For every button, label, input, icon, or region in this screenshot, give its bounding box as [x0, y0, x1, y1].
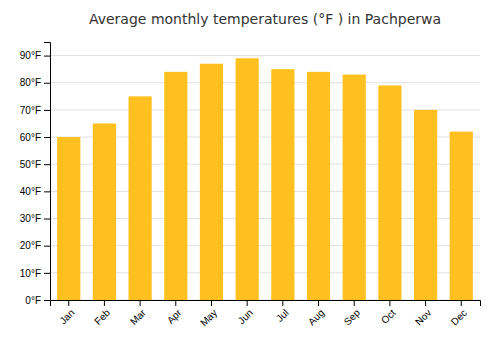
y-axis: 0°F 10°F 20°F 30°F 40°F 50°F 60°F 70°F 80°F 90°F: [20, 43, 51, 306]
tick-mark: [425, 300, 426, 306]
tick-mark: [44, 246, 50, 247]
y-tick: 40°F: [20, 186, 50, 197]
bars: [57, 58, 473, 300]
tick-label: Oct: [379, 307, 398, 326]
tick-label: Dec: [449, 307, 469, 327]
tick-label: 20°F: [20, 240, 41, 251]
tick-label: Mar: [128, 307, 148, 327]
x-tick: Aug: [306, 300, 326, 327]
tick-label: Aug: [306, 307, 326, 327]
tick-mark: [211, 300, 212, 306]
y-tick: 80°F: [20, 77, 50, 88]
tick-label: Feb: [92, 307, 112, 327]
x-tick: Sep: [342, 300, 363, 327]
axis-line: [44, 43, 51, 301]
tick-label: 50°F: [20, 159, 41, 170]
grid-line: [50, 82, 480, 83]
bar: [129, 96, 152, 300]
tick-mark: [44, 191, 50, 192]
grid: [50, 56, 480, 300]
x-tick: Apr: [165, 300, 184, 326]
x-tick: May: [198, 300, 219, 328]
tick-mark: [44, 83, 50, 84]
x-axis: Jan Feb Mar Apr May Jun Jul Aug Sep Oct Nov Dec: [51, 300, 481, 328]
y-tick: 50°F: [20, 159, 50, 170]
grid-line: [50, 55, 480, 56]
tick-mark: [282, 300, 283, 306]
chart: Average monthly temperatures (°F ) in Pa…: [0, 0, 500, 350]
tick-mark: [140, 300, 141, 306]
tick-mark: [354, 300, 355, 306]
tick-mark: [461, 300, 462, 306]
bar: [271, 69, 294, 300]
plot: 0°F 10°F 20°F 30°F 40°F 50°F 60°F 70°F 80°F 90°F J…: [20, 43, 481, 329]
tick-label: Jul: [274, 307, 291, 324]
x-tick: Feb: [92, 300, 112, 327]
tick-label: May: [198, 307, 219, 328]
tick-label: 60°F: [20, 132, 41, 143]
x-tick: Jul: [274, 300, 291, 324]
bar: [343, 75, 366, 300]
tick-mark: [44, 219, 50, 220]
tick-mark: [44, 164, 50, 165]
tick-label: Sep: [342, 307, 363, 328]
tick-mark: [44, 273, 50, 274]
y-tick: 70°F: [20, 105, 50, 116]
x-tick: Jun: [236, 300, 255, 326]
tick-label: 30°F: [20, 213, 41, 224]
tick-mark: [44, 300, 50, 301]
tick-mark: [247, 300, 248, 306]
x-tick: Jan: [57, 300, 76, 326]
bar: [378, 85, 401, 300]
tick-mark: [44, 137, 50, 138]
y-tick: 0°F: [25, 295, 50, 306]
y-tick: 10°F: [20, 268, 50, 279]
bar: [164, 72, 187, 300]
y-tick: 30°F: [20, 213, 50, 224]
tick-mark: [44, 56, 50, 57]
tick-mark: [389, 300, 390, 306]
bar: [307, 72, 330, 300]
tick-label: Nov: [413, 307, 433, 327]
bar: [93, 123, 116, 300]
title: Average monthly temperatures (°F ) in Pa…: [89, 11, 441, 27]
tick-label: 70°F: [20, 105, 41, 116]
tick-mark: [44, 110, 50, 111]
x-tick: Mar: [128, 300, 148, 327]
bar: [414, 110, 437, 300]
bar: [57, 137, 80, 300]
tick-label: Apr: [165, 307, 184, 326]
bar: [236, 58, 259, 300]
y-tick: 60°F: [20, 132, 50, 143]
tick-mark: [68, 300, 69, 306]
bar: [450, 132, 473, 300]
tick-label: 0°F: [25, 295, 41, 306]
bar: [200, 64, 223, 300]
tick-mark: [175, 300, 176, 306]
x-tick: Oct: [379, 300, 398, 326]
y-tick: 20°F: [20, 240, 50, 251]
tick-label: 40°F: [20, 186, 41, 197]
tick-label: 10°F: [20, 268, 41, 279]
y-tick: 90°F: [20, 50, 50, 61]
x-tick: Nov: [413, 300, 433, 327]
tick-label: Jun: [236, 307, 255, 326]
tick-mark: [104, 300, 105, 306]
axis-line: [51, 301, 481, 307]
tick-mark: [318, 300, 319, 306]
x-tick: Dec: [449, 300, 469, 327]
tick-label: Jan: [57, 307, 76, 326]
tick-label: 80°F: [20, 77, 41, 88]
tick-label: 90°F: [20, 50, 41, 61]
